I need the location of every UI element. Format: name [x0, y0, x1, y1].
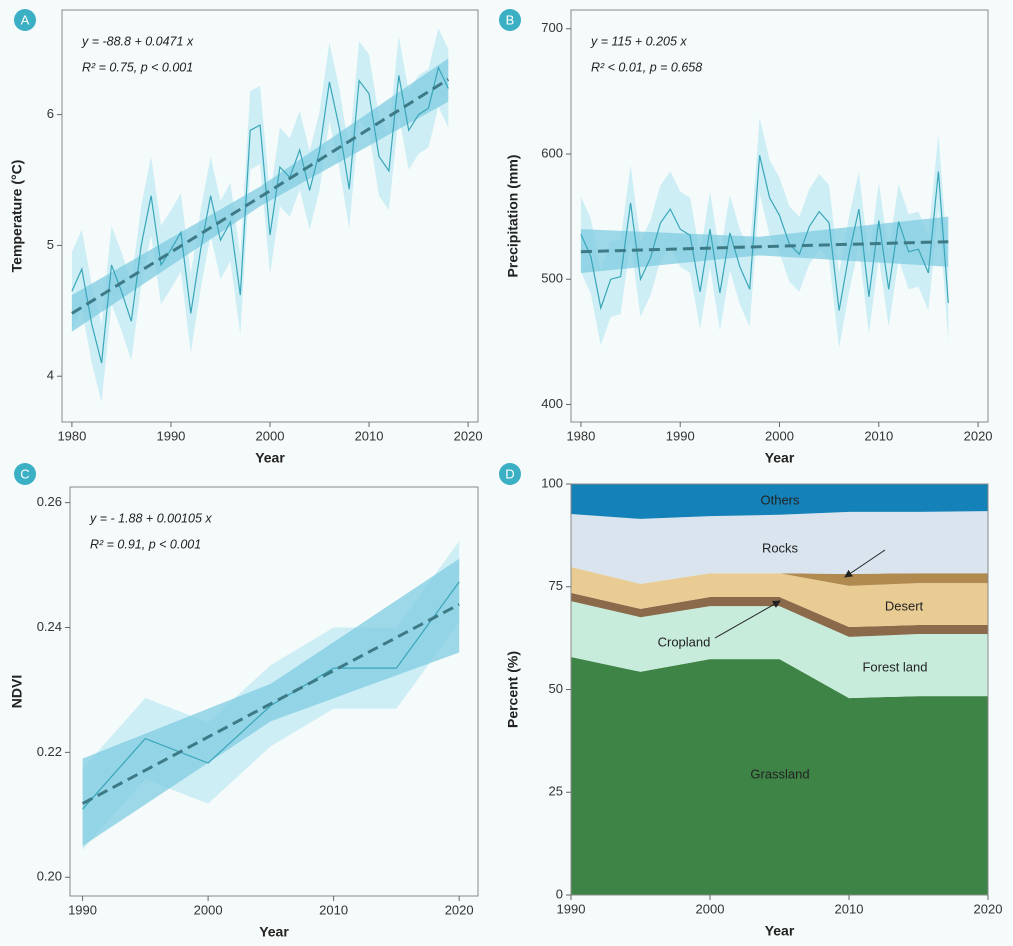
y-tick-label: 500 [541, 271, 563, 286]
panel-badge [14, 9, 36, 31]
x-axis-label: Year [765, 923, 795, 939]
x-tick-label: 2000 [256, 428, 285, 443]
x-tick-label: 1990 [156, 428, 185, 443]
trend-line [71, 78, 450, 315]
panel-letter: D [505, 466, 514, 481]
area-layer [571, 484, 988, 519]
x-tick-label: 1980 [57, 428, 86, 443]
y-tick-label: 75 [549, 578, 563, 593]
x-tick-label: 2010 [864, 428, 893, 443]
y-axis-label: NDVI [9, 675, 25, 708]
panel-letter: B [506, 12, 515, 27]
data-line [580, 155, 949, 311]
y-tick-label: 4 [47, 368, 54, 383]
annotation: y = - 1.88 + 0.00105 x [89, 511, 212, 525]
y-tick-label: 0.20 [37, 869, 62, 884]
y-tick-label: 6 [47, 106, 54, 121]
x-tick-label: 1990 [666, 428, 695, 443]
x-tick-label: 2010 [835, 901, 864, 916]
area-layer [571, 567, 988, 627]
x-tick-label: 1990 [68, 902, 97, 917]
y-axis-label: Precipitation (mm) [505, 155, 521, 278]
annotation: R² = 0.91, p < 0.001 [90, 537, 201, 551]
area-layer [571, 592, 988, 637]
panel-badge [14, 463, 36, 485]
annotation: y = 115 + 0.205 x [590, 34, 687, 48]
area-label: Rocks [762, 540, 799, 555]
arrow [714, 600, 781, 639]
annotation: R² = 0.75, p < 0.001 [82, 60, 193, 74]
area-label: Desert [885, 598, 924, 613]
area-label: Grassland [750, 766, 809, 781]
y-tick-label: 600 [541, 145, 563, 160]
annotation: y = -88.8 + 0.0471 x [81, 34, 194, 48]
panel-badge [499, 463, 521, 485]
area-layer [571, 601, 988, 699]
trend-confidence-band [580, 216, 949, 273]
area-label: Cropland [658, 634, 711, 649]
annotation: R² < 0.01, p = 0.658 [591, 60, 702, 74]
x-tick-label: 1980 [566, 428, 595, 443]
y-tick-label: 0.22 [37, 744, 62, 759]
x-tick-label: 1990 [557, 901, 586, 916]
data-line [82, 581, 460, 810]
area-label: Forest land [862, 659, 927, 674]
x-tick-label: 2020 [445, 902, 474, 917]
x-tick-label: 2000 [696, 901, 725, 916]
y-tick-label: 0 [556, 886, 563, 901]
trend-line [580, 240, 949, 254]
y-tick-label: 0.24 [37, 619, 62, 634]
x-tick-label: 2000 [194, 902, 223, 917]
area-layer [571, 567, 988, 586]
plot-frame [69, 486, 479, 897]
area-label: Others [760, 492, 800, 507]
data-line [71, 65, 449, 364]
trend-line [81, 603, 460, 805]
y-axis-label: Percent (%) [505, 651, 521, 728]
x-tick-label: 2020 [974, 901, 1003, 916]
area-layer [571, 511, 988, 584]
panel-badge [499, 9, 521, 31]
y-tick-label: 700 [541, 20, 563, 35]
panel-letter: C [20, 466, 29, 481]
y-tick-label: 400 [541, 396, 563, 411]
area-layer [571, 657, 988, 895]
y-axis-label: Temperature (°C) [9, 160, 25, 273]
trend-confidence-band [71, 58, 449, 332]
y-tick-label: 5 [47, 237, 54, 252]
x-axis-label: Year [259, 924, 289, 940]
x-axis-label: Year [255, 450, 285, 466]
arrow [844, 549, 886, 578]
y-tick-label: 100 [541, 475, 563, 490]
x-tick-label: 2020 [964, 428, 993, 443]
y-tick-label: 0.26 [37, 494, 62, 509]
x-tick-label: 2000 [765, 428, 794, 443]
variability-band [71, 28, 449, 403]
y-tick-label: 50 [549, 681, 563, 696]
x-axis-label: Year [765, 450, 795, 466]
panel-letter: A [21, 12, 30, 27]
x-tick-label: 2010 [355, 428, 384, 443]
x-tick-label: 2020 [454, 428, 483, 443]
x-tick-label: 2010 [319, 902, 348, 917]
y-tick-label: 25 [549, 784, 563, 799]
